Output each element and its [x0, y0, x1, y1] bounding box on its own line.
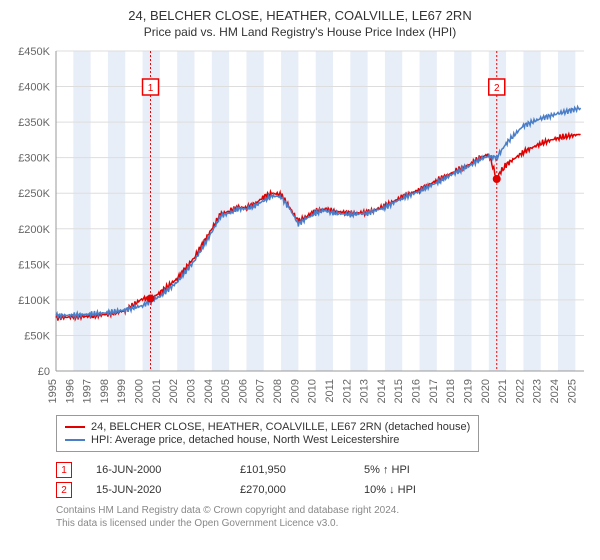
svg-text:2016: 2016: [411, 379, 423, 403]
svg-text:£200K: £200K: [18, 224, 50, 236]
event-price: £270,000: [240, 484, 340, 496]
event-badge: 1: [56, 462, 72, 478]
chart-plot-area: £0 £50K £100K £150K £200K £250K £300K £350K £400…: [12, 47, 588, 409]
svg-text:2012: 2012: [341, 379, 353, 403]
svg-text:£50K: £50K: [24, 330, 50, 342]
footer-line: This data is licensed under the Open Gov…: [56, 517, 588, 530]
svg-text:£150K: £150K: [18, 259, 50, 271]
chart-footer: Contains HM Land Registry data © Crown c…: [56, 504, 588, 530]
svg-text:1: 1: [148, 83, 154, 94]
legend-row: 24, BELCHER CLOSE, HEATHER, COALVILLE, L…: [65, 421, 470, 433]
event-row: 2 15-JUN-2020 £270,000 10% ↓ HPI: [56, 482, 588, 498]
svg-text:1997: 1997: [82, 379, 94, 403]
event-badge: 2: [56, 482, 72, 498]
svg-text:£350K: £350K: [18, 117, 50, 129]
svg-text:1998: 1998: [99, 379, 111, 403]
event-pct: 10% ↓ HPI: [364, 484, 494, 496]
svg-text:2023: 2023: [532, 379, 544, 403]
event-table: 1 16-JUN-2000 £101,950 5% ↑ HPI 2 15-JUN-2020…: [56, 462, 588, 498]
chart-svg: £0 £50K £100K £150K £200K £250K £300K £350K £400…: [12, 47, 588, 409]
legend-swatch: [65, 439, 85, 441]
svg-text:2007: 2007: [255, 379, 267, 403]
legend-label: HPI: Average price, detached house, Nort…: [91, 434, 399, 446]
svg-text:2002: 2002: [168, 379, 180, 403]
event-price: £101,950: [240, 464, 340, 476]
svg-text:2000: 2000: [134, 379, 146, 403]
event-date: 15-JUN-2020: [96, 484, 216, 496]
svg-text:2014: 2014: [376, 379, 388, 403]
legend-row: HPI: Average price, detached house, Nort…: [65, 434, 470, 446]
svg-text:2022: 2022: [514, 379, 526, 403]
svg-text:2013: 2013: [359, 379, 371, 403]
svg-text:2008: 2008: [272, 379, 284, 403]
svg-text:£300K: £300K: [18, 153, 50, 165]
chart-subtitle: Price paid vs. HM Land Registry's House …: [12, 25, 588, 39]
svg-text:2: 2: [494, 83, 500, 94]
svg-text:2006: 2006: [237, 379, 249, 403]
svg-text:2025: 2025: [566, 379, 578, 403]
event-date: 16-JUN-2000: [96, 464, 216, 476]
svg-text:1995: 1995: [47, 379, 59, 403]
svg-text:£400K: £400K: [18, 82, 50, 94]
svg-text:1996: 1996: [64, 379, 76, 403]
event-row: 1 16-JUN-2000 £101,950 5% ↑ HPI: [56, 462, 588, 478]
svg-text:1999: 1999: [116, 379, 128, 403]
svg-text:2015: 2015: [393, 379, 405, 403]
svg-text:£250K: £250K: [18, 188, 50, 200]
svg-text:£100K: £100K: [18, 295, 50, 307]
event-pct: 5% ↑ HPI: [364, 464, 494, 476]
chart-container: 24, BELCHER CLOSE, HEATHER, COALVILLE, L…: [0, 0, 600, 560]
chart-legend: 24, BELCHER CLOSE, HEATHER, COALVILLE, L…: [56, 415, 479, 452]
svg-text:2017: 2017: [428, 379, 440, 403]
svg-text:2018: 2018: [445, 379, 457, 403]
footer-line: Contains HM Land Registry data © Crown c…: [56, 504, 588, 517]
svg-text:£0: £0: [38, 366, 50, 378]
legend-label: 24, BELCHER CLOSE, HEATHER, COALVILLE, L…: [91, 421, 470, 433]
svg-text:2005: 2005: [220, 379, 232, 403]
svg-text:2003: 2003: [185, 379, 197, 403]
title-block: 24, BELCHER CLOSE, HEATHER, COALVILLE, L…: [12, 8, 588, 39]
svg-text:2004: 2004: [203, 379, 215, 403]
svg-text:2010: 2010: [307, 379, 319, 403]
svg-text:2024: 2024: [549, 379, 561, 403]
svg-text:2001: 2001: [151, 379, 163, 403]
svg-text:2020: 2020: [480, 379, 492, 403]
svg-text:2019: 2019: [462, 379, 474, 403]
legend-swatch: [65, 426, 85, 428]
svg-text:2021: 2021: [497, 379, 509, 403]
svg-text:2011: 2011: [324, 379, 336, 403]
chart-title: 24, BELCHER CLOSE, HEATHER, COALVILLE, L…: [12, 8, 588, 23]
svg-text:£450K: £450K: [18, 47, 50, 58]
svg-text:2009: 2009: [289, 379, 301, 403]
